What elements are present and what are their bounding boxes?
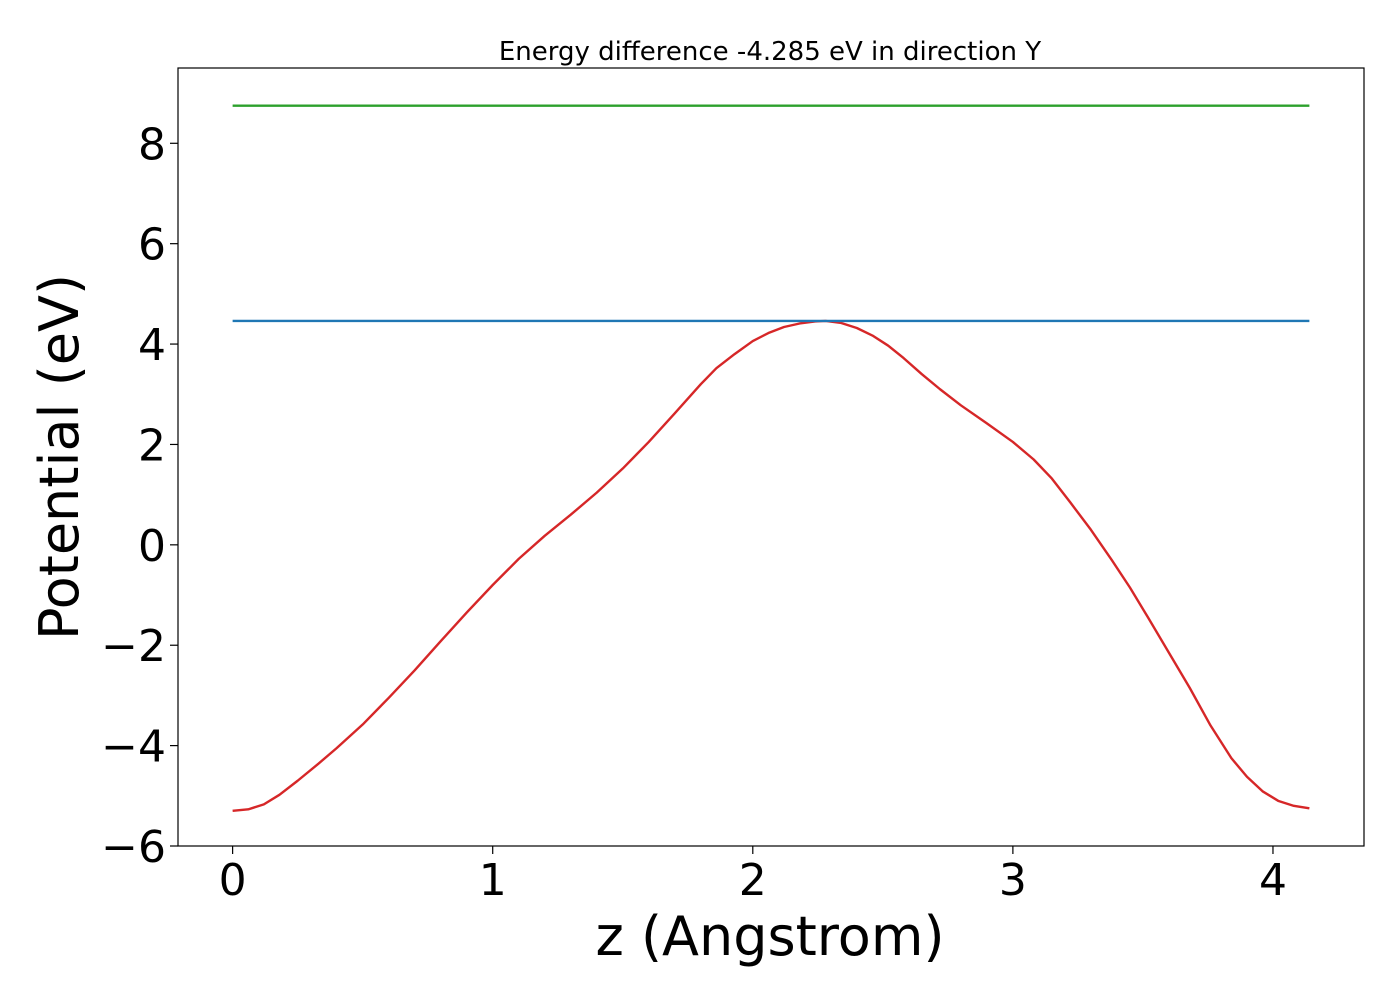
series-line-0 [232,319,1310,813]
x-axis-ticks: 0 1 2 3 4 [219,846,1287,906]
x-tick-label: 3 [999,855,1027,906]
y-tick-label: −4 [101,722,166,773]
y-tick-label: −2 [101,621,166,672]
chart-title: Energy difference -4.285 eV in direction… [499,37,1041,67]
y-tick-label: −6 [101,822,166,873]
x-axis-label: z (Angstrom) [595,905,944,968]
y-tick-label: 4 [138,320,166,371]
plot-frame [177,67,1365,847]
y-tick-label: 2 [138,420,166,471]
y-tick-label: 6 [138,220,166,271]
y-tick-label: 8 [138,119,166,170]
y-axis-ticks: −6 −4 −2 0 2 4 6 8 [101,119,178,873]
x-tick-label: 0 [219,855,247,906]
x-tick-label: 1 [479,855,507,906]
y-axis-label: Potential (eV) [28,274,91,640]
series-layer [232,104,1310,813]
x-tick-label: 2 [739,855,767,906]
x-tick-label: 4 [1259,855,1287,906]
y-tick-label: 0 [138,521,166,572]
